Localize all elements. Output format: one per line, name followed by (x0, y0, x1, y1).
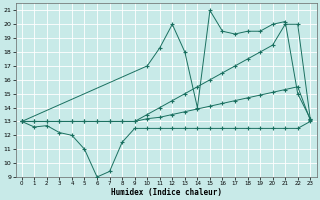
X-axis label: Humidex (Indice chaleur): Humidex (Indice chaleur) (110, 188, 221, 197)
